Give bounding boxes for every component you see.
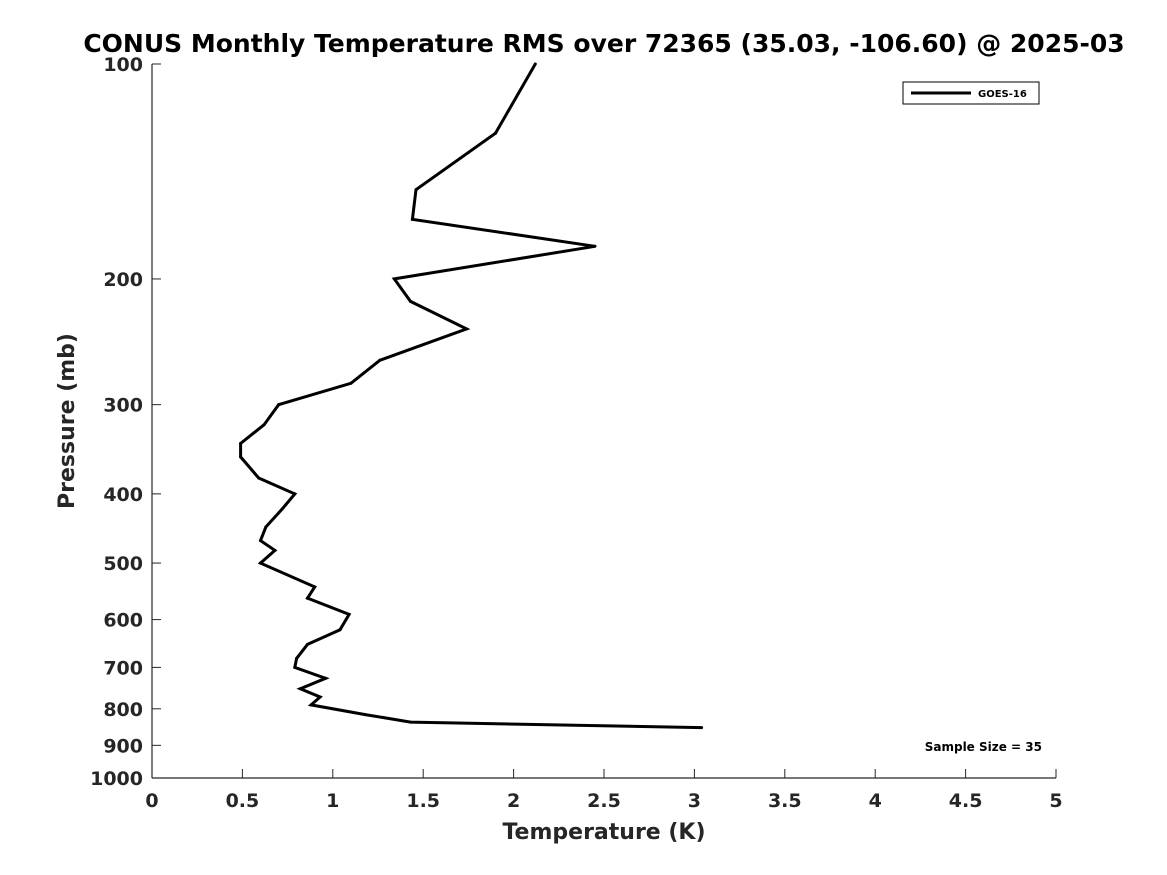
x-tick-label: 0	[145, 790, 158, 812]
y-tick-label: 400	[103, 484, 143, 506]
x-tick-label: 2.5	[587, 790, 621, 812]
data-point	[264, 525, 268, 529]
data-point	[414, 188, 418, 192]
data-point	[259, 561, 262, 565]
y-tick-label: 900	[103, 735, 143, 757]
data-point	[239, 442, 243, 445]
data-point	[259, 539, 262, 543]
data-point	[338, 628, 342, 632]
x-tick-label: 3.5	[768, 790, 802, 812]
data-point	[313, 585, 317, 589]
data-point	[273, 548, 277, 552]
y-tick-label: 800	[103, 699, 143, 721]
data-point	[293, 665, 297, 669]
data-point	[363, 713, 367, 717]
y-axis-ticks: 100 200 300 400 500 600 700 800 900 1000	[90, 54, 161, 790]
data-point	[347, 612, 351, 616]
x-tick-label: 4.5	[949, 790, 983, 812]
data-point	[324, 676, 328, 680]
x-tick-label: 0.5	[226, 790, 260, 812]
y-tick-label: 1000	[90, 768, 143, 790]
y-tick-label: 500	[103, 553, 143, 575]
data-point	[409, 299, 412, 303]
data-point	[409, 720, 412, 724]
x-tick-label: 1	[326, 790, 339, 812]
x-tick-label: 4	[869, 790, 882, 812]
data-point	[280, 507, 284, 511]
y-axis-label: Pressure (mb)	[55, 333, 80, 509]
data-point	[298, 687, 302, 691]
data-point	[309, 703, 313, 707]
legend-label-goes-16: GOES-16	[978, 89, 1027, 100]
data-point	[410, 217, 414, 221]
y-tick-label: 100	[103, 54, 143, 76]
y-tick-label: 300	[103, 395, 143, 417]
x-tick-label: 5	[1049, 790, 1062, 812]
data-point	[700, 726, 704, 730]
sample-size-annotation: Sample Size = 35	[925, 740, 1042, 754]
chart-title: CONUS Monthly Temperature RMS over 72365…	[83, 29, 1124, 58]
x-tick-label: 3	[688, 790, 701, 812]
data-point	[295, 656, 299, 660]
data-point	[239, 455, 243, 459]
data-point	[262, 423, 266, 427]
data-point	[277, 403, 281, 407]
data-point	[465, 327, 469, 331]
data-point	[257, 476, 261, 480]
data-point	[318, 695, 322, 699]
data-point	[306, 596, 309, 600]
data-point	[533, 62, 537, 66]
x-axis-ticks: 0 0.5 1 1.5 2 2.5 3 3.5 4 4.5 5	[145, 769, 1063, 812]
data-point	[494, 131, 497, 135]
data-point	[349, 381, 353, 385]
y-tick-label: 600	[103, 610, 143, 632]
series-layer	[239, 62, 704, 730]
data-point	[306, 642, 309, 646]
data-point	[593, 244, 597, 248]
data-point	[293, 492, 297, 496]
data-point	[392, 277, 396, 281]
x-tick-label: 2	[507, 790, 520, 812]
y-tick-label: 700	[103, 657, 143, 679]
x-tick-label: 1.5	[406, 790, 440, 812]
y-tick-label: 200	[103, 269, 143, 291]
x-axis-label: Temperature (K)	[502, 820, 705, 845]
legend: GOES-16	[902, 81, 1040, 105]
data-point	[378, 358, 382, 362]
